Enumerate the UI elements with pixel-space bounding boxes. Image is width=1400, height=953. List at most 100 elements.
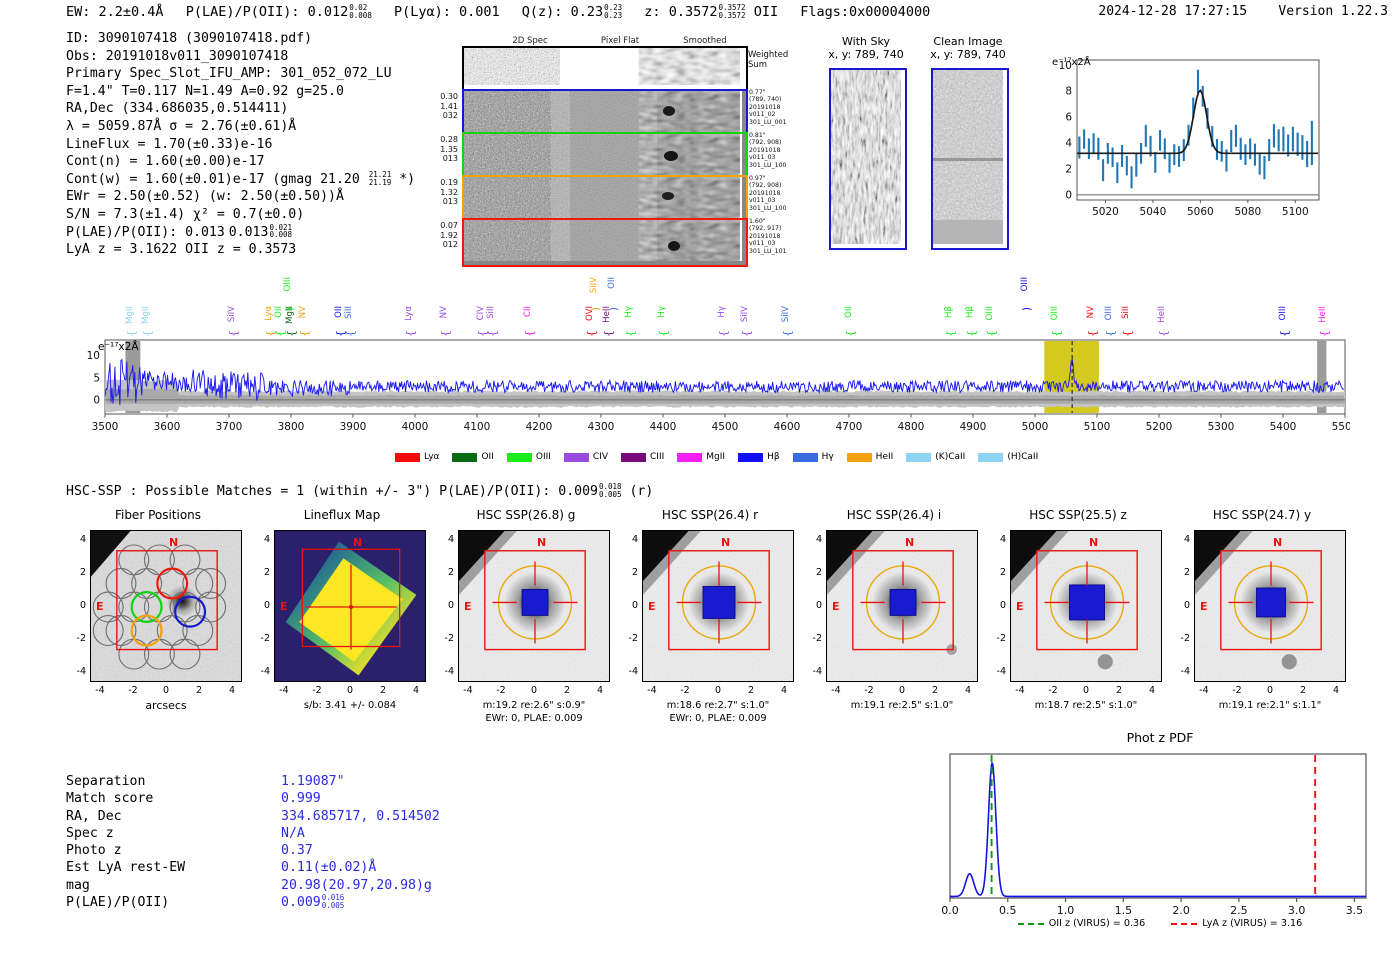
panel-xtick: -2 bbox=[312, 685, 322, 696]
line-id-label: OII bbox=[607, 277, 618, 289]
svg-text:2.5: 2.5 bbox=[1230, 904, 1248, 917]
info-line-cont-n: Cont(n) = 1.60(±0.00)e-17 bbox=[66, 154, 265, 170]
svg-text:5300: 5300 bbox=[1208, 421, 1235, 433]
panel-image[interactable] bbox=[274, 530, 426, 682]
table-row: Est LyA rest-EW 0.11(±0.02)Å bbox=[66, 860, 377, 876]
svg-text:3.0: 3.0 bbox=[1288, 904, 1306, 917]
svg-text:2: 2 bbox=[1065, 163, 1072, 175]
line-fit-units-annotation: e⁻¹⁷x2Å bbox=[1052, 57, 1091, 68]
svg-text:10: 10 bbox=[87, 350, 100, 362]
panel-xtick: 0 bbox=[898, 685, 906, 696]
info-line-lineflux: LineFlux = 1.70(±0.33)e-16 bbox=[66, 136, 273, 152]
line-id-bracket: { bbox=[623, 330, 637, 337]
legend-label: HeII bbox=[875, 452, 894, 462]
svg-text:4: 4 bbox=[1065, 138, 1072, 150]
header-qz: Q(z): 0.23 0.23 0.23 bbox=[521, 3, 623, 20]
with-sky-image bbox=[829, 68, 907, 250]
fiber-row-0-strip bbox=[462, 89, 748, 138]
svg-text:5: 5 bbox=[93, 372, 100, 384]
compass-east: E bbox=[1200, 599, 1208, 613]
svg-text:5020: 5020 bbox=[1092, 206, 1119, 218]
panel-subtext-1: m:19.1 re:2.5" s:1.0" bbox=[850, 700, 954, 711]
table-row: Photo z 0.37 bbox=[66, 843, 313, 859]
panel-ytick: 2 bbox=[263, 567, 270, 578]
compass-north: N bbox=[169, 536, 179, 549]
line-id-bracket: { bbox=[656, 330, 670, 337]
svg-text:3600: 3600 bbox=[154, 421, 181, 433]
panel-ytick: 2 bbox=[447, 567, 454, 578]
line-id-label: CII bbox=[522, 306, 533, 318]
svg-text:4900: 4900 bbox=[960, 421, 987, 433]
line-id-bracket: { bbox=[1086, 330, 1100, 337]
info-line-redshifts: LyA z = 3.1622 OII z = 0.3573 bbox=[66, 242, 297, 258]
legend-item: HeII bbox=[846, 452, 894, 462]
panel-ytick: 0 bbox=[631, 600, 638, 611]
panel-ytick: -4 bbox=[1180, 666, 1190, 677]
legend-item: CIII bbox=[621, 452, 664, 462]
svg-text:4500: 4500 bbox=[712, 421, 739, 433]
panel-image[interactable] bbox=[642, 530, 794, 682]
with-sky-title: With Sky x, y: 789, 740 bbox=[828, 35, 904, 61]
info-line-seeing: F=1.4" T=0.117 N=1.49 A=0.92 g=25.0 bbox=[66, 83, 344, 99]
line-id-bracket: { bbox=[522, 330, 536, 337]
fiber-row-1-metrics: 0.28 1.35 013 bbox=[440, 135, 458, 163]
panel-subtext-1: m:18.6 re:2.7" s:1.0" bbox=[666, 700, 770, 711]
plae-lo: 0.008 bbox=[349, 10, 372, 20]
panel-xtick: -2 bbox=[680, 685, 690, 696]
line-fit-svg: 0 2 4 6 8 10 5020 5040 5060 5080 5100 bbox=[1059, 59, 1320, 218]
legend-swatch bbox=[621, 452, 647, 462]
panel-xtick: 2 bbox=[747, 685, 755, 696]
panel-ytick: -4 bbox=[996, 666, 1006, 677]
line-id-label: SiII bbox=[1121, 306, 1132, 319]
panel-xtick: -4 bbox=[831, 685, 841, 696]
fiber-row-0-metrics: 0.30 1.41 032 bbox=[440, 92, 458, 120]
line-id-label: OIII bbox=[1103, 306, 1114, 321]
info-line-wavelength: λ = 5059.87Å σ = 2.76(±0.61)Å bbox=[66, 118, 297, 134]
line-id-bracket: { bbox=[716, 330, 730, 337]
line-id-bracket: { bbox=[438, 330, 452, 337]
line-id-bracket: { bbox=[125, 330, 139, 337]
fiber-row-2-metrics: 0.19 1.32 013 bbox=[440, 178, 458, 206]
line-id-label: Hγ bbox=[716, 306, 727, 318]
legend-label: Hγ bbox=[821, 452, 834, 462]
panel-xtick: 2 bbox=[931, 685, 939, 696]
panel-title: HSC SSP(26.4) r bbox=[661, 508, 759, 522]
panel-xtick: 2 bbox=[563, 685, 571, 696]
panel-xtick: 4 bbox=[412, 685, 420, 696]
line-id-bracket: { bbox=[944, 330, 958, 337]
line-id-bracket: { bbox=[1121, 330, 1135, 337]
compass-east: E bbox=[648, 599, 656, 613]
header-plya: P(Lyα): 0.001 bbox=[393, 4, 500, 20]
compass-north: N bbox=[721, 536, 731, 549]
line-id-bracket: { bbox=[1050, 330, 1064, 337]
header-summary-line: EW: 2.2±0.4Å P(LAE)/P(OII): 0.012 0.02 0.0… bbox=[66, 4, 944, 20]
photz-pdf-chart: Phot z PDF 0.0 0.5 1.0 1.5 2.0 2.5 3.0 3.5 OII … bbox=[930, 730, 1390, 945]
svg-text:5500: 5500 bbox=[1332, 421, 1350, 433]
compass-north: N bbox=[353, 536, 363, 549]
panel-image[interactable] bbox=[1194, 530, 1346, 682]
compass-north: N bbox=[1273, 536, 1283, 549]
panel-ytick: 2 bbox=[79, 567, 86, 578]
panel-xtick: 2 bbox=[379, 685, 387, 696]
legend-swatch bbox=[792, 452, 818, 462]
legend-label: (K)CaII bbox=[935, 452, 966, 462]
compass-east: E bbox=[1016, 599, 1024, 613]
panel-xtick: 4 bbox=[228, 685, 236, 696]
panel-image[interactable] bbox=[90, 530, 242, 682]
legend-swatch bbox=[395, 452, 420, 462]
line-id-label: Hβ bbox=[964, 306, 975, 318]
panel-image[interactable] bbox=[1010, 530, 1162, 682]
info-line-id: ID: 3090107418 (3090107418.pdf) bbox=[66, 31, 313, 46]
line-id-bracket: { bbox=[964, 330, 978, 337]
panel-image[interactable] bbox=[458, 530, 610, 682]
line-id-bracket: { bbox=[1318, 330, 1332, 337]
panel-image[interactable] bbox=[826, 530, 978, 682]
panel-ytick: -4 bbox=[76, 666, 86, 677]
panel-ytick: -2 bbox=[996, 633, 1006, 644]
panel-xtick: 4 bbox=[1148, 685, 1156, 696]
info-line-snr: S/N = 7.3(±1.4) χ² = 0.7(±0.0) bbox=[66, 206, 305, 222]
info-line-cont-w: Cont(w) = 1.60(±0.01)e-17 (gmag 21.20 21… bbox=[66, 169, 416, 187]
panel-xtick: -4 bbox=[95, 685, 105, 696]
panel-ytick: 2 bbox=[631, 567, 638, 578]
line-id-bracket: { bbox=[140, 330, 154, 337]
